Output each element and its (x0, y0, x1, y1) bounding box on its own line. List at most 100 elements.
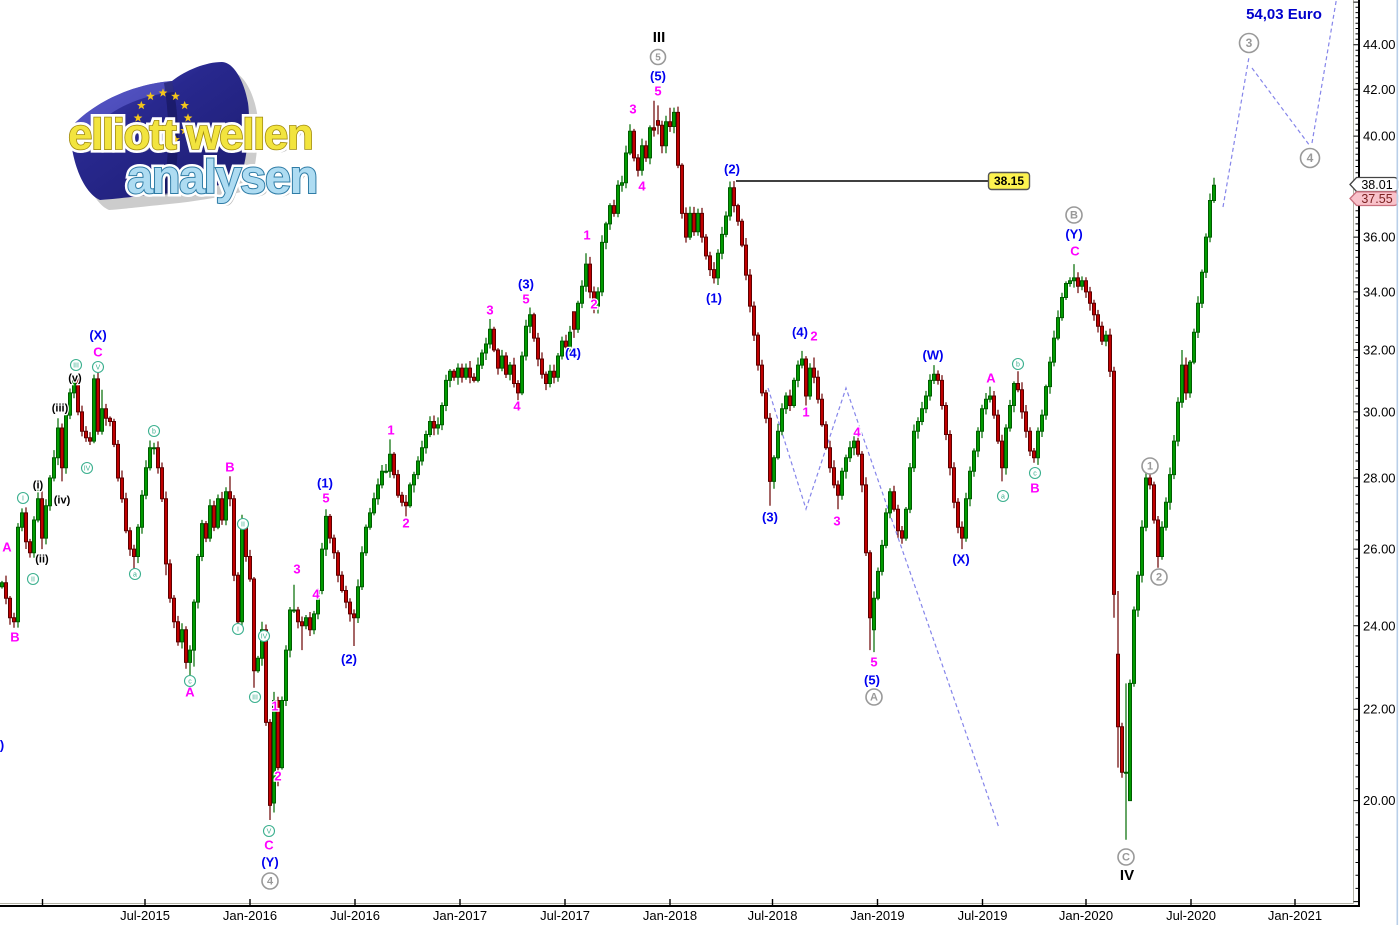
svg-text:32.00: 32.00 (1363, 343, 1396, 358)
svg-text:44.00: 44.00 (1363, 37, 1396, 52)
svg-text:54,03 Euro: 54,03 Euro (1246, 6, 1322, 23)
svg-text:5: 5 (655, 52, 661, 63)
svg-text:(W): (W) (923, 348, 944, 363)
svg-text:Jul-2015: Jul-2015 (120, 908, 170, 923)
svg-text:2: 2 (402, 516, 409, 531)
svg-text:IV: IV (261, 634, 268, 641)
svg-text:b: b (1016, 362, 1020, 369)
svg-text:III: III (73, 363, 79, 370)
svg-text:Jul-2020: Jul-2020 (1166, 908, 1216, 923)
svg-text:2: 2 (590, 297, 597, 312)
svg-text:b: b (152, 429, 156, 436)
svg-text:a: a (133, 572, 137, 579)
svg-text:a: a (1001, 494, 1005, 501)
svg-text:1: 1 (387, 423, 394, 438)
svg-text:analysen: analysen (127, 150, 317, 203)
svg-text:A: A (986, 371, 996, 386)
svg-text:26.00: 26.00 (1363, 542, 1396, 557)
svg-text:Jul-2017: Jul-2017 (540, 908, 590, 923)
svg-text:III: III (653, 29, 666, 46)
svg-text:Jan-2019: Jan-2019 (850, 908, 904, 923)
svg-text:Jul-2018: Jul-2018 (748, 908, 798, 923)
svg-text:): ) (0, 738, 4, 753)
svg-text:3: 3 (486, 303, 493, 318)
svg-text:20.00: 20.00 (1363, 793, 1396, 808)
svg-text:(v): (v) (68, 373, 82, 385)
svg-text:C: C (264, 838, 274, 853)
svg-text:(Y): (Y) (261, 855, 278, 870)
svg-text:(2): (2) (724, 162, 740, 177)
svg-text:C: C (93, 345, 103, 360)
svg-text:c: c (188, 679, 192, 686)
svg-text:2: 2 (274, 769, 281, 784)
svg-text:42.00: 42.00 (1363, 82, 1396, 97)
svg-text:IV: IV (84, 466, 91, 473)
svg-text:(1): (1) (706, 291, 722, 306)
svg-text:Jan-2018: Jan-2018 (643, 908, 697, 923)
svg-text:I: I (22, 496, 24, 503)
svg-text:(X): (X) (89, 328, 106, 343)
svg-text:A: A (2, 540, 12, 555)
svg-text:V: V (267, 829, 272, 836)
svg-text:Jul-2019: Jul-2019 (958, 908, 1008, 923)
svg-text:24.00: 24.00 (1363, 618, 1396, 633)
svg-text:1: 1 (802, 405, 809, 420)
svg-text:Jan-2020: Jan-2020 (1059, 908, 1113, 923)
svg-text:Jan-2016: Jan-2016 (223, 908, 277, 923)
svg-text:(X): (X) (952, 552, 969, 567)
svg-text:Jan-2017: Jan-2017 (433, 908, 487, 923)
svg-text:(2): (2) (341, 652, 357, 667)
svg-text:(4): (4) (792, 325, 808, 340)
svg-text:(3): (3) (518, 277, 534, 292)
svg-text:C: C (1122, 852, 1130, 864)
svg-text:elliott wellen: elliott wellen (71, 113, 315, 162)
svg-text:22.00: 22.00 (1363, 702, 1396, 717)
svg-text:B: B (10, 630, 19, 645)
svg-text:(4): (4) (565, 346, 581, 361)
svg-text:(1): (1) (317, 476, 333, 491)
svg-text:II: II (31, 577, 35, 584)
svg-text:IV: IV (1120, 867, 1134, 884)
svg-text:1: 1 (271, 699, 278, 714)
svg-text:3: 3 (293, 562, 300, 577)
svg-text:36.00: 36.00 (1363, 230, 1396, 245)
svg-text:II: II (241, 522, 245, 529)
svg-text:4: 4 (312, 587, 320, 602)
svg-text:(iv): (iv) (54, 495, 71, 507)
svg-text:(5): (5) (864, 673, 880, 688)
svg-text:4: 4 (853, 425, 861, 440)
svg-text:37.55: 37.55 (1361, 192, 1392, 206)
svg-text:5: 5 (870, 655, 877, 670)
svg-text:analysen: analysen (127, 150, 317, 203)
svg-text:elliott wellen: elliott wellen (68, 110, 312, 159)
svg-text:(Y): (Y) (1065, 227, 1082, 242)
svg-text:B: B (1030, 481, 1039, 496)
svg-text:elliott wellen: elliott wellen (68, 110, 312, 159)
svg-text:Jan-2021: Jan-2021 (1268, 908, 1322, 923)
svg-text:A: A (185, 685, 195, 700)
svg-text:(5): (5) (650, 69, 666, 84)
svg-text:3: 3 (1246, 36, 1253, 50)
svg-text:5: 5 (322, 491, 329, 506)
svg-text:4: 4 (267, 876, 274, 888)
svg-text:(ii): (ii) (35, 554, 49, 566)
svg-text:5: 5 (654, 84, 661, 99)
svg-text:(i): (i) (33, 480, 44, 492)
svg-text:B: B (1070, 210, 1078, 222)
svg-text:c: c (1033, 471, 1037, 478)
svg-text:40.00: 40.00 (1363, 129, 1396, 144)
svg-text:(iii): (iii) (52, 403, 69, 415)
svg-text:V: V (96, 365, 101, 372)
svg-text:1: 1 (1147, 461, 1153, 473)
svg-text:5: 5 (522, 292, 529, 307)
svg-text:III: III (252, 695, 258, 702)
svg-text:(3): (3) (762, 510, 778, 525)
svg-text:2: 2 (1156, 572, 1162, 584)
svg-text:38.15: 38.15 (994, 174, 1024, 188)
svg-text:3: 3 (833, 514, 840, 529)
svg-text:3: 3 (629, 102, 636, 117)
svg-text:4: 4 (1307, 151, 1314, 165)
svg-text:Jul-2016: Jul-2016 (330, 908, 380, 923)
svg-text:analysen: analysen (130, 153, 320, 206)
svg-text:C: C (1070, 244, 1080, 259)
